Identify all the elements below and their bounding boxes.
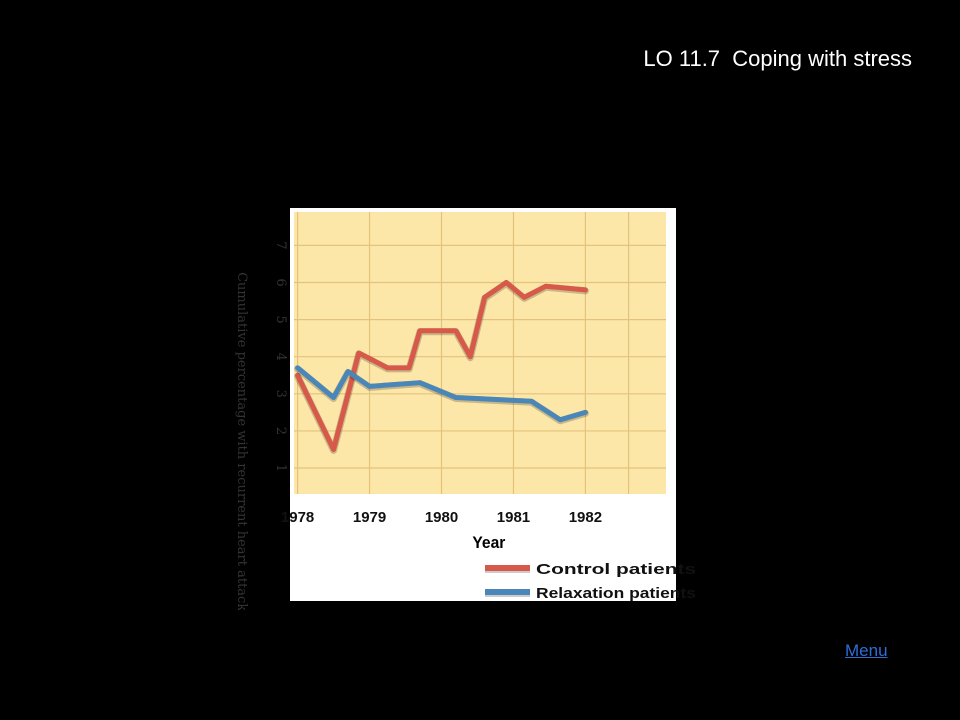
y-tick-label: 4 bbox=[273, 353, 288, 361]
series-lines bbox=[294, 280, 589, 454]
y-tick-label: 5 bbox=[273, 315, 288, 323]
y-tick-label: 3 bbox=[273, 390, 288, 398]
x-tick-label: 1982 bbox=[569, 509, 602, 526]
legend: Control patients Relaxation patients bbox=[485, 561, 696, 602]
chart-container: 1978 1979 1980 1981 1982 1 2 3 4 5 6 7 Year Cumula… bbox=[200, 200, 700, 618]
x-tick-label: 1980 bbox=[425, 509, 458, 526]
x-tick-label: 1981 bbox=[497, 509, 530, 526]
y-axis-ticks: 1 2 3 4 5 6 7 bbox=[273, 241, 288, 472]
series-line-relaxation bbox=[295, 365, 588, 423]
line-chart: 1978 1979 1980 1981 1982 1 2 3 4 5 6 7 Year Cumula… bbox=[234, 208, 696, 618]
y-axis-label: Cumulative percentage with recurrent hea… bbox=[234, 272, 249, 610]
y-tick-label: 1 bbox=[273, 464, 288, 472]
slide-title: LO 11.7 Coping with stress bbox=[643, 46, 912, 71]
y-tick-label: 2 bbox=[273, 427, 288, 435]
legend-control-label: Control patients bbox=[536, 561, 696, 578]
x-axis-ticks: 1978 1979 1980 1981 1982 bbox=[281, 509, 602, 526]
x-tick-label: 1979 bbox=[353, 509, 386, 526]
y-tick-label: 6 bbox=[273, 278, 288, 286]
x-axis-label: Year bbox=[472, 533, 506, 552]
y-tick-label: 7 bbox=[273, 241, 288, 249]
menu-link[interactable]: Menu bbox=[845, 641, 888, 660]
legend-relaxation-label: Relaxation patients bbox=[536, 585, 696, 602]
plot-area bbox=[294, 212, 666, 494]
series-line-control bbox=[295, 280, 588, 452]
x-tick-label: 1978 bbox=[281, 509, 314, 526]
